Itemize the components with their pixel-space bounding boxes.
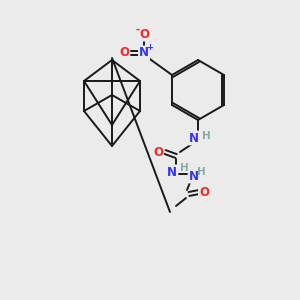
- Text: H: H: [202, 131, 210, 141]
- Text: N: N: [139, 46, 149, 59]
- Text: H: H: [196, 167, 206, 177]
- Text: -: -: [135, 25, 139, 35]
- Text: N: N: [189, 169, 199, 182]
- Text: +: +: [146, 44, 154, 52]
- Text: N: N: [189, 131, 199, 145]
- Text: N: N: [167, 166, 177, 178]
- Text: H: H: [180, 163, 188, 173]
- Text: O: O: [199, 185, 209, 199]
- Text: O: O: [153, 146, 163, 158]
- Text: O: O: [119, 46, 129, 59]
- Text: O: O: [139, 28, 149, 40]
